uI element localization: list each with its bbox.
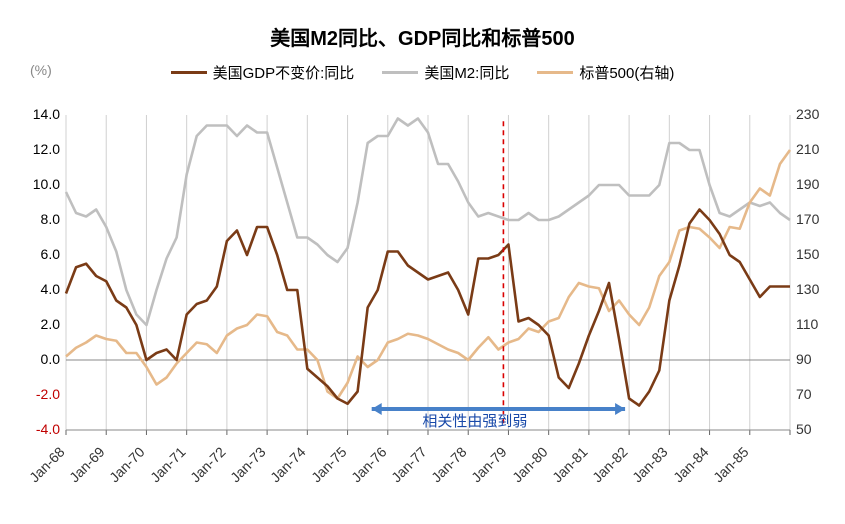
y-right-tick: 150 <box>796 246 844 262</box>
y-right-tick: 190 <box>796 176 844 192</box>
y-left-tick: -2.0 <box>12 386 60 402</box>
annotation-correlation: 相关性由强到弱 <box>422 410 527 431</box>
y-right-tick: 170 <box>796 211 844 227</box>
y-right-tick: 70 <box>796 386 844 402</box>
plot-area <box>0 0 845 524</box>
y-left-tick: 14.0 <box>12 106 60 122</box>
y-right-tick: 210 <box>796 141 844 157</box>
chart-container: 美国M2同比、GDP同比和标普500 (%) 美国GDP不变价:同比 美国M2:… <box>0 0 845 524</box>
y-left-tick: 0.0 <box>12 351 60 367</box>
y-left-tick: 4.0 <box>12 281 60 297</box>
y-left-tick: 12.0 <box>12 141 60 157</box>
y-right-tick: 130 <box>796 281 844 297</box>
y-right-tick: 110 <box>796 316 844 332</box>
y-left-tick: 6.0 <box>12 246 60 262</box>
y-right-tick: 230 <box>796 106 844 122</box>
y-right-tick: 50 <box>796 421 844 437</box>
y-left-tick: 8.0 <box>12 211 60 227</box>
y-left-tick: 10.0 <box>12 176 60 192</box>
y-right-tick: 90 <box>796 351 844 367</box>
y-left-tick: -4.0 <box>12 421 60 437</box>
y-left-tick: 2.0 <box>12 316 60 332</box>
